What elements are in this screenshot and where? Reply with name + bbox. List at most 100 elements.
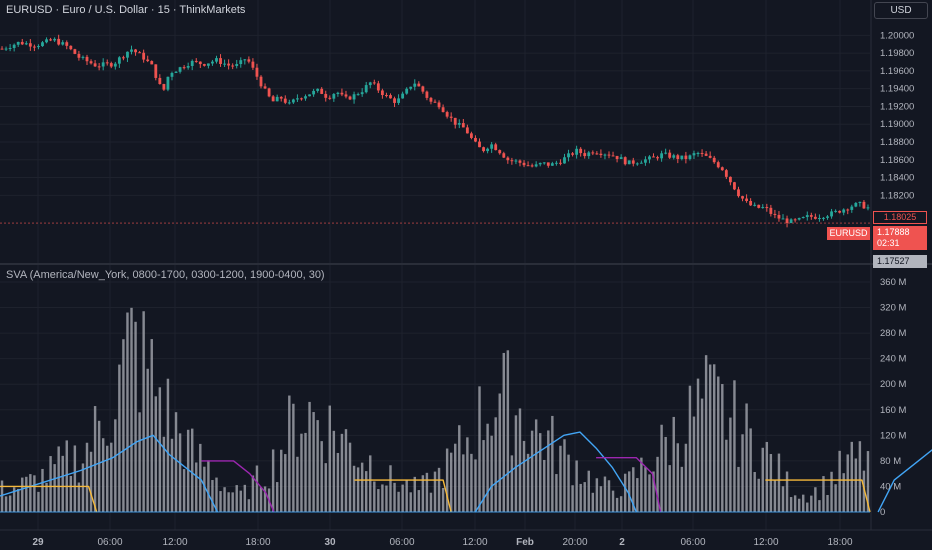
volume-axis-ticks[interactable]: 0 40 M 80 M 120 M 160 M 200 M 240 M 280 M 320 M 3…	[880, 277, 906, 518]
candle-down	[429, 97, 433, 102]
candle-down	[138, 52, 142, 54]
volume-bar	[814, 487, 817, 512]
volume-bar	[389, 465, 392, 512]
candle-up	[186, 65, 190, 68]
candle-up	[660, 153, 664, 159]
volume-bar	[769, 454, 773, 512]
session-line	[596, 457, 662, 513]
volume-bar	[834, 484, 837, 512]
volume-bar	[300, 433, 303, 512]
volume-bar	[753, 472, 756, 512]
time-tick-label: 30	[324, 537, 336, 548]
volume-bar	[482, 440, 485, 512]
candle-down	[247, 59, 251, 62]
candle-up	[409, 86, 413, 89]
volume-bar	[207, 460, 210, 512]
volume-bar	[773, 479, 777, 512]
session-lines	[0, 431, 932, 513]
volume-bar	[178, 433, 182, 512]
volume-bar	[498, 393, 501, 512]
volume-bar	[288, 395, 291, 512]
candle-up	[692, 153, 696, 156]
volume-bar	[538, 433, 542, 512]
price-axis-ticks[interactable]: 1.20000 1.19800 1.19600 1.19400 1.19200 1.190…	[880, 30, 914, 201]
volume-bar	[316, 420, 319, 512]
volume-bar	[348, 442, 352, 512]
volume-bar	[211, 480, 214, 512]
volume-bar	[692, 416, 696, 512]
indicator-title[interactable]: SVA (America/New_York, 0800-1700, 0300-1…	[6, 269, 325, 281]
volume-bar	[312, 412, 315, 512]
volume-bar	[611, 490, 615, 512]
volume-bar	[150, 339, 153, 512]
volume-bar	[16, 488, 20, 512]
symbol-title[interactable]: EURUSD · Euro / U.S. Dollar · 15 · Think…	[6, 4, 246, 16]
candle-up	[45, 39, 48, 43]
volume-bar	[579, 483, 582, 512]
candle-up	[639, 162, 643, 164]
candle-down	[559, 162, 562, 164]
candle-down	[482, 147, 485, 152]
volume-bar	[818, 500, 821, 512]
candle-down	[631, 160, 635, 164]
volume-bar	[373, 481, 376, 512]
candle-up	[126, 51, 129, 58]
candle-up	[101, 62, 105, 67]
price-tick-label: 1.19000	[880, 119, 914, 130]
time-tick-label: 06:00	[389, 537, 414, 548]
volume-bar	[822, 476, 825, 512]
session-line	[201, 460, 275, 513]
volume-bar	[632, 467, 635, 512]
candle-up	[413, 83, 417, 87]
volume-bar	[138, 412, 141, 512]
candle-up	[53, 38, 57, 41]
candle-down	[465, 127, 469, 134]
candle-down	[615, 155, 619, 160]
candle-down	[838, 210, 842, 213]
candle-down	[449, 116, 453, 118]
volume-bar	[534, 419, 538, 512]
volume-tick-label: 200 M	[880, 379, 906, 390]
volume-bar	[417, 490, 421, 512]
candle-up	[316, 88, 320, 91]
volume-bar	[737, 466, 740, 512]
candle-up	[117, 57, 121, 64]
candle-up	[830, 211, 833, 217]
candle-down	[77, 53, 81, 58]
volume-bar	[377, 489, 380, 512]
candle-down	[724, 170, 728, 177]
candle-down	[194, 60, 198, 62]
candle-down	[461, 123, 465, 128]
volume-bar	[170, 438, 174, 512]
volume-bar	[162, 436, 166, 512]
volume-bars	[0, 307, 870, 512]
candle-up	[41, 42, 44, 47]
volume-bar	[717, 376, 720, 512]
volume-bar	[106, 445, 109, 512]
volume-bar	[615, 497, 619, 512]
currency-button[interactable]: USD	[874, 2, 928, 19]
candle-down	[417, 83, 421, 87]
candle-down	[522, 162, 526, 166]
candle-down	[142, 52, 146, 60]
candle-up	[235, 64, 239, 67]
volume-bar	[514, 415, 518, 512]
last-price-symbol-tag: EURUSD	[827, 227, 870, 240]
candle-up	[801, 217, 805, 219]
volume-bar	[425, 472, 429, 512]
candle-up	[457, 123, 461, 125]
candle-down	[344, 94, 348, 97]
candle-down	[470, 133, 473, 138]
candle-down	[765, 207, 769, 209]
candle-up	[619, 157, 623, 160]
candle-up	[336, 92, 340, 95]
volume-bar	[680, 466, 684, 512]
candle-down	[255, 67, 259, 77]
time-axis-ticks[interactable]: 29 06:00 12:00 18:00 30 06:00 12:00 Feb 20:00 2 06…	[32, 537, 853, 548]
candle-down	[320, 88, 324, 94]
volume-bar	[563, 439, 566, 512]
candle-up	[635, 163, 639, 165]
volume-bar	[360, 462, 364, 512]
price-tick-label: 1.18800	[880, 137, 914, 148]
candle-up	[797, 218, 801, 220]
